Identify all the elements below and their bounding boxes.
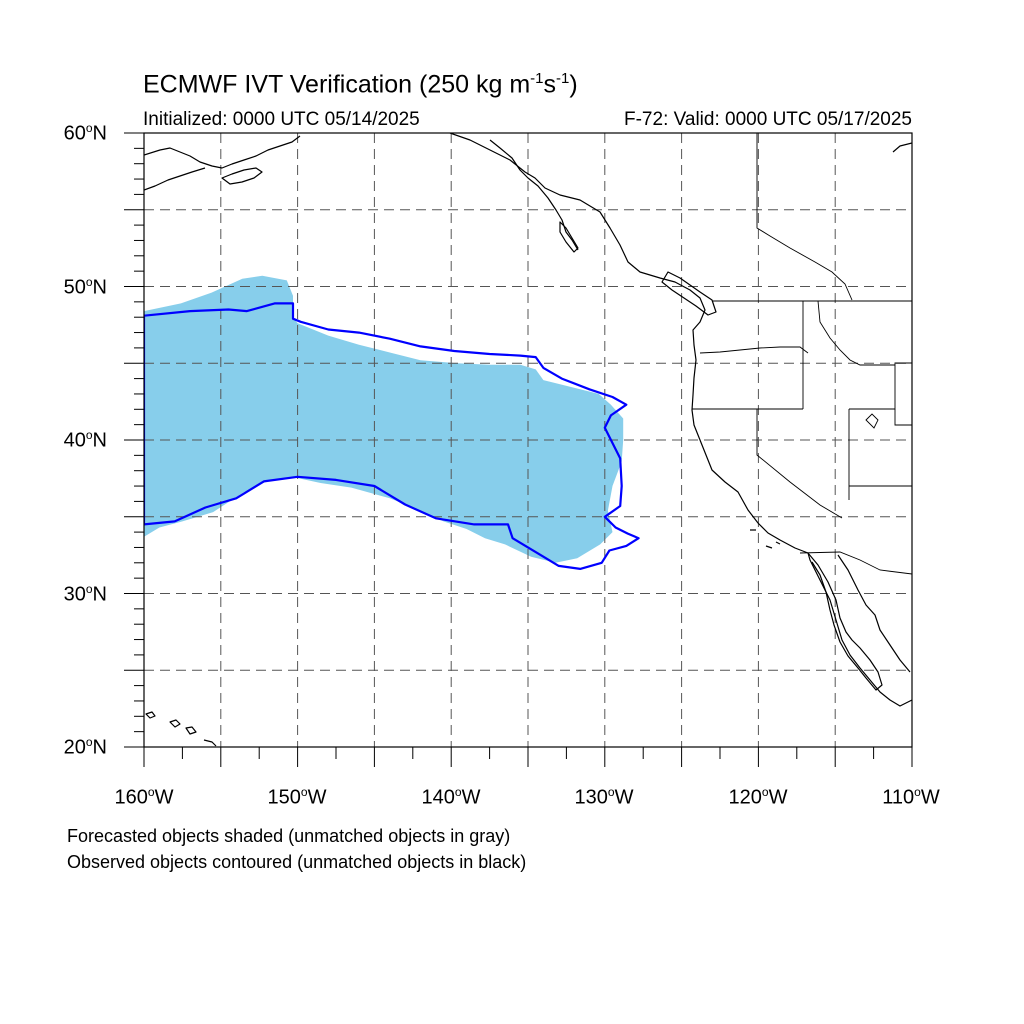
coastline-hawaii-2	[169, 719, 181, 728]
lat-label-40n: 40oN	[63, 428, 107, 452]
coastline-baja	[807, 552, 883, 691]
coastline-hawaii-3	[185, 726, 197, 735]
coastline-vancouver-island	[661, 271, 717, 316]
border-lake-utah	[865, 413, 879, 429]
coastline-kodiak	[221, 167, 263, 185]
coastlines	[144, 133, 912, 747]
border-california-nevada	[756, 409, 843, 519]
border-alaska-canada	[756, 133, 853, 301]
coastline-north-america	[449, 133, 912, 707]
axis-ticks	[124, 132, 913, 767]
note-forecast: Forecasted objects shaded (unmatched obj…	[67, 826, 511, 846]
lat-label-50n: 50oN	[63, 275, 107, 299]
valid-time: F-72: Valid: 0000 UTC 05/17/2025	[624, 109, 912, 130]
coastline-haida-gwaii	[559, 221, 579, 253]
observed-ivt-contour	[144, 302, 640, 570]
lat-label-20n: 20oN	[63, 735, 107, 759]
lon-label-150w: 150oW	[267, 785, 327, 809]
coastline-mexico	[837, 554, 911, 673]
lon-label-130w: 130oW	[574, 785, 634, 809]
coastline-small-islands	[750, 529, 781, 549]
lat-label-30n: 30oN	[63, 582, 107, 606]
border-wyoming	[894, 409, 912, 426]
coastline-hawaii-1	[145, 711, 156, 719]
political-borders	[692, 133, 912, 575]
lon-label-140w: 140oW	[421, 785, 481, 809]
border-utah-idaho	[849, 362, 912, 410]
coastline-hawaii-4	[203, 739, 217, 747]
lon-label-120w: 120oW	[728, 785, 788, 809]
coastline-alaska-mainland	[144, 167, 206, 191]
lon-label-110w: 110oW	[882, 785, 940, 809]
lat-label-60n: 60oN	[63, 121, 107, 145]
coastline-alaska-peninsula	[144, 135, 301, 169]
border-washington-oregon	[699, 346, 809, 354]
border-idaho-east	[817, 300, 895, 366]
coastline-gulf-alaska	[489, 139, 579, 251]
initialized-time: Initialized: 0000 UTC 05/14/2025	[143, 109, 420, 130]
border-us-mexico	[799, 551, 912, 575]
forecast-ivt-object	[144, 275, 624, 563]
graticule-lines	[144, 133, 912, 747]
note-observed: Observed objects contoured (unmatched ob…	[67, 852, 527, 872]
chart-title: ECMWF IVT Verification (250 kg m-1s-1)	[143, 70, 578, 99]
coastline-northeast-fragment	[892, 142, 912, 153]
lon-label-160w: 160oW	[114, 785, 174, 809]
